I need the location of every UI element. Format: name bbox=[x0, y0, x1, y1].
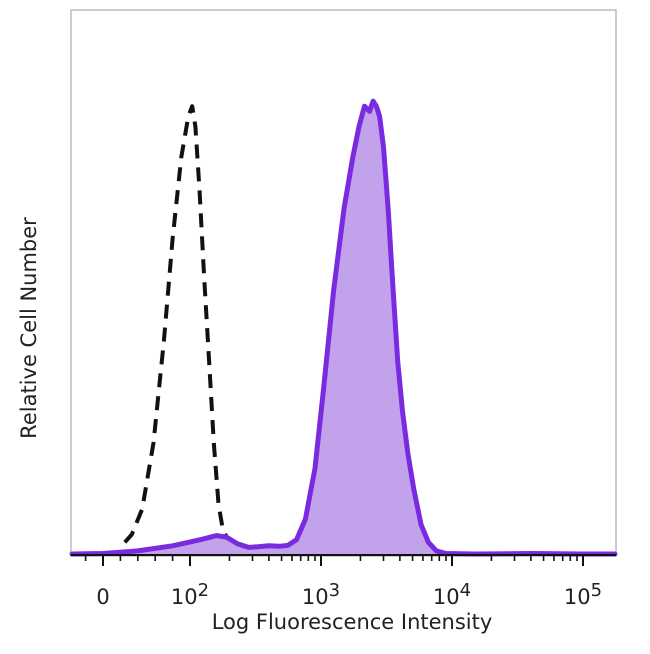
isotype-control-line bbox=[123, 104, 240, 555]
x-tick-label: 104 bbox=[433, 580, 471, 609]
x-tick-label: 105 bbox=[564, 580, 602, 609]
x-tick-label: 102 bbox=[171, 580, 209, 609]
x-tick-label: 103 bbox=[302, 580, 340, 609]
series-layer bbox=[69, 98, 618, 557]
stained-sample-line bbox=[69, 98, 618, 557]
x-tick-label: 0 bbox=[96, 585, 109, 609]
x-axis-title: Log Fluorescence Intensity bbox=[212, 610, 493, 634]
stained-sample-area bbox=[72, 101, 615, 555]
x-axis: 0 102 103 104 105 bbox=[71, 554, 616, 609]
y-axis-title: Relative Cell Number bbox=[17, 217, 41, 439]
